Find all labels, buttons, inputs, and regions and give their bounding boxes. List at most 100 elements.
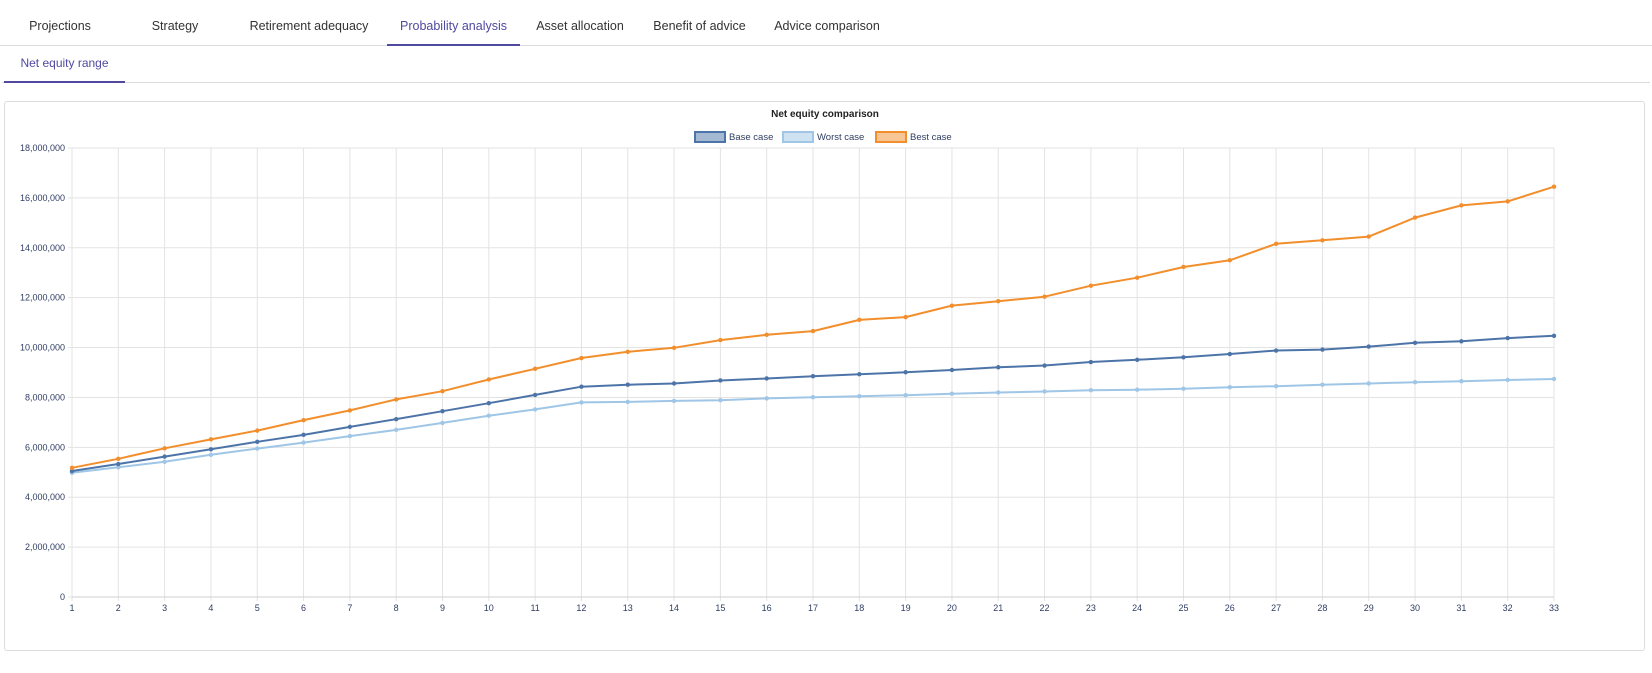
data-point[interactable] — [949, 367, 955, 373]
data-point[interactable] — [857, 372, 862, 377]
data-point[interactable] — [1366, 234, 1371, 239]
data-point[interactable] — [1273, 241, 1279, 246]
data-point[interactable] — [1134, 357, 1140, 362]
data-point[interactable] — [1181, 355, 1186, 360]
data-point[interactable] — [301, 432, 306, 438]
data-point[interactable] — [996, 365, 1001, 370]
data-point[interactable] — [1088, 283, 1094, 288]
data-point[interactable] — [393, 397, 399, 402]
data-point[interactable] — [208, 447, 214, 452]
data-point[interactable] — [162, 446, 167, 451]
data-point[interactable] — [1181, 386, 1186, 391]
data-point[interactable] — [347, 424, 353, 430]
data-point[interactable] — [810, 374, 816, 379]
data-point[interactable] — [1505, 199, 1510, 204]
data-point[interactable] — [1227, 385, 1233, 390]
data-point[interactable] — [1320, 238, 1325, 243]
data-point[interactable] — [1551, 376, 1557, 382]
data-point[interactable] — [440, 408, 445, 414]
data-point[interactable] — [162, 459, 167, 465]
data-point[interactable] — [393, 427, 399, 433]
data-point[interactable] — [764, 332, 769, 338]
data-point[interactable] — [208, 452, 214, 458]
data-point[interactable] — [486, 413, 492, 418]
data-point[interactable] — [1042, 363, 1047, 368]
data-point[interactable] — [255, 428, 260, 433]
data-point[interactable] — [69, 468, 75, 474]
legend-item-worst-case[interactable]: Worst case — [782, 131, 864, 143]
data-point[interactable] — [1320, 347, 1325, 352]
data-point[interactable] — [440, 389, 445, 394]
data-point[interactable] — [903, 370, 908, 375]
data-point[interactable] — [116, 465, 121, 470]
data-point[interactable] — [903, 392, 908, 398]
tab-strategy[interactable]: Strategy — [151, 19, 199, 33]
data-point[interactable] — [1227, 258, 1233, 263]
data-point[interactable] — [208, 437, 214, 442]
legend-item-base-case[interactable]: Base case — [694, 131, 773, 143]
data-point[interactable] — [301, 440, 306, 445]
data-point[interactable] — [579, 355, 584, 361]
data-point[interactable] — [625, 399, 630, 405]
tab-advice-comparison[interactable]: Advice comparison — [774, 19, 880, 33]
data-point[interactable] — [1042, 389, 1047, 394]
data-point[interactable] — [162, 454, 167, 459]
data-point[interactable] — [1412, 380, 1418, 385]
data-point[interactable] — [625, 349, 630, 354]
legend-item-best-case[interactable]: Best case — [875, 131, 952, 143]
data-point[interactable] — [949, 303, 955, 308]
data-point[interactable] — [1412, 340, 1418, 346]
data-point[interactable] — [1320, 382, 1325, 387]
data-point[interactable] — [1551, 184, 1557, 189]
data-point[interactable] — [579, 400, 584, 405]
data-point[interactable] — [718, 337, 723, 343]
data-point[interactable] — [1459, 339, 1464, 344]
data-point[interactable] — [764, 376, 769, 381]
data-point[interactable] — [857, 317, 862, 323]
data-point[interactable] — [116, 456, 121, 462]
data-point[interactable] — [1273, 384, 1279, 389]
data-point[interactable] — [671, 345, 677, 351]
data-point[interactable] — [903, 314, 908, 320]
data-point[interactable] — [1088, 359, 1094, 365]
tab-benefit-of-advice[interactable]: Benefit of advice — [653, 19, 746, 33]
data-point[interactable] — [1366, 344, 1371, 349]
data-point[interactable] — [1459, 379, 1464, 384]
data-point[interactable] — [810, 328, 816, 334]
tab-asset-allocation[interactable]: Asset allocation — [536, 19, 624, 33]
data-point[interactable] — [857, 393, 862, 399]
data-point[interactable] — [532, 407, 538, 412]
data-point[interactable] — [671, 381, 677, 386]
data-point[interactable] — [301, 417, 306, 423]
data-point[interactable] — [532, 392, 538, 398]
data-point[interactable] — [996, 390, 1001, 395]
data-point[interactable] — [718, 397, 723, 403]
data-point[interactable] — [1273, 348, 1279, 353]
tab-retirement-adequacy[interactable]: Retirement adequacy — [249, 19, 369, 33]
data-point[interactable] — [440, 420, 445, 426]
data-point[interactable] — [764, 396, 769, 401]
data-point[interactable] — [1181, 264, 1186, 270]
data-point[interactable] — [1412, 215, 1418, 220]
data-point[interactable] — [1227, 351, 1233, 357]
data-point[interactable] — [949, 391, 955, 396]
data-point[interactable] — [1459, 203, 1464, 208]
subtab-net-equity-range[interactable]: Net equity range — [4, 46, 125, 83]
data-point[interactable] — [718, 378, 723, 383]
data-point[interactable] — [1366, 381, 1371, 386]
data-point[interactable] — [996, 298, 1001, 304]
data-point[interactable] — [1042, 294, 1047, 299]
data-point[interactable] — [671, 398, 677, 404]
data-point[interactable] — [1551, 333, 1557, 339]
data-point[interactable] — [69, 465, 75, 470]
data-point[interactable] — [1134, 387, 1140, 392]
data-point[interactable] — [116, 461, 121, 467]
tab-probability-analysis[interactable]: Probability analysis — [387, 0, 520, 46]
data-point[interactable] — [255, 439, 260, 445]
data-point[interactable] — [810, 394, 816, 400]
data-point[interactable] — [1134, 275, 1140, 280]
data-point[interactable] — [1088, 388, 1094, 393]
tab-projections[interactable]: Projections — [29, 19, 91, 33]
data-point[interactable] — [579, 384, 584, 389]
data-point[interactable] — [625, 382, 630, 387]
